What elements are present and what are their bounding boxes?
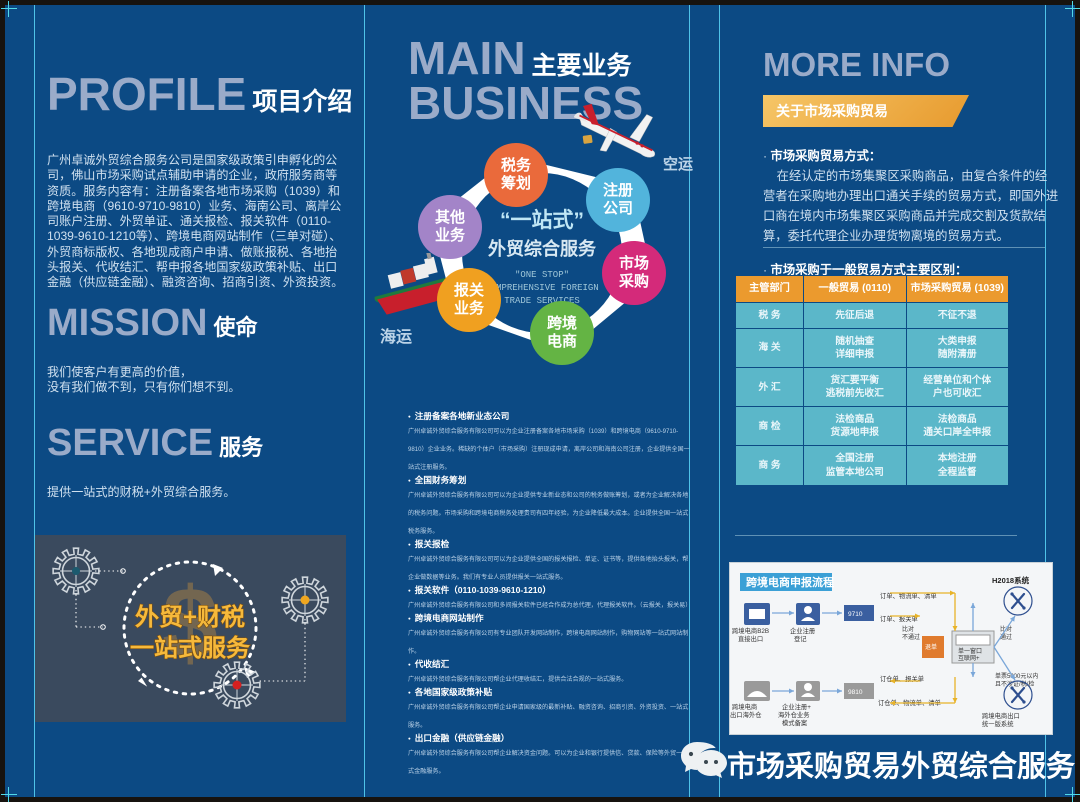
svg-text:外贸+财税: 外贸+财税 <box>135 603 245 631</box>
svg-text:筹划: 筹划 <box>501 174 531 192</box>
svg-text:退单: 退单 <box>925 643 937 651</box>
svg-text:直接出口: 直接出口 <box>738 634 763 643</box>
svg-text:业务: 业务 <box>454 299 485 317</box>
svg-text:跨境电商B2B: 跨境电商B2B <box>732 626 769 635</box>
svg-text:订单、报关单: 订单、报关单 <box>880 614 918 623</box>
svg-text:通过: 通过 <box>1000 633 1012 641</box>
svg-text:不通过: 不通过 <box>902 633 920 641</box>
svg-text:注册: 注册 <box>603 181 633 199</box>
svg-text:报关: 报关 <box>454 281 484 299</box>
svg-text:企业注册: 企业注册 <box>790 626 816 635</box>
svg-text:其他: 其他 <box>435 208 465 226</box>
svg-text:一站式服务: 一站式服务 <box>130 634 251 662</box>
svg-text:跨境: 跨境 <box>547 314 577 332</box>
svg-text:登记: 登记 <box>794 634 807 643</box>
svg-text:比对: 比对 <box>902 625 914 633</box>
svg-text:“一站式”: “一站式” <box>500 208 584 232</box>
svg-text:跨境电商出口: 跨境电商出口 <box>982 711 1020 720</box>
svg-text:出口海外仓: 出口海外仓 <box>730 710 762 719</box>
svg-text:统一版系统: 统一版系统 <box>982 719 1014 728</box>
svg-text:单票5000元以内: 单票5000元以内 <box>995 672 1038 680</box>
svg-text:H2018系统: H2018系统 <box>992 575 1030 585</box>
svg-text:模式备案: 模式备案 <box>782 718 808 727</box>
svg-text:订单、物流单、清单: 订单、物流单、清单 <box>880 591 937 600</box>
svg-text:外贸综合服务: 外贸综合服务 <box>488 238 597 259</box>
svg-text:单一窗口: 单一窗口 <box>958 647 982 655</box>
svg-text:COMPREHENSIVE FOREIGN: COMPREHENSIVE FOREIGN <box>485 283 598 293</box>
svg-text:电商: 电商 <box>547 332 577 350</box>
svg-text:跨境电商申报流程: 跨境电商申报流程 <box>746 575 834 589</box>
svg-text:税务: 税务 <box>501 156 532 174</box>
svg-text:9810: 9810 <box>848 689 863 696</box>
svg-text:9710: 9710 <box>848 611 863 618</box>
svg-text:采购: 采购 <box>618 272 649 290</box>
svg-text:业务: 业务 <box>435 226 466 244</box>
svg-text:订仓单、报关单: 订仓单、报关单 <box>880 674 924 683</box>
svg-text:跨境电商: 跨境电商 <box>732 702 757 711</box>
svg-text:"ONE STOP": "ONE STOP" <box>515 270 569 280</box>
svg-text:市场: 市场 <box>619 254 649 272</box>
svg-text:公司: 公司 <box>603 200 633 217</box>
svg-text:企业注册+: 企业注册+ <box>782 702 811 711</box>
svg-text:海外仓业务: 海外仓业务 <box>778 710 810 719</box>
svg-text:互联网+: 互联网+ <box>958 654 980 662</box>
